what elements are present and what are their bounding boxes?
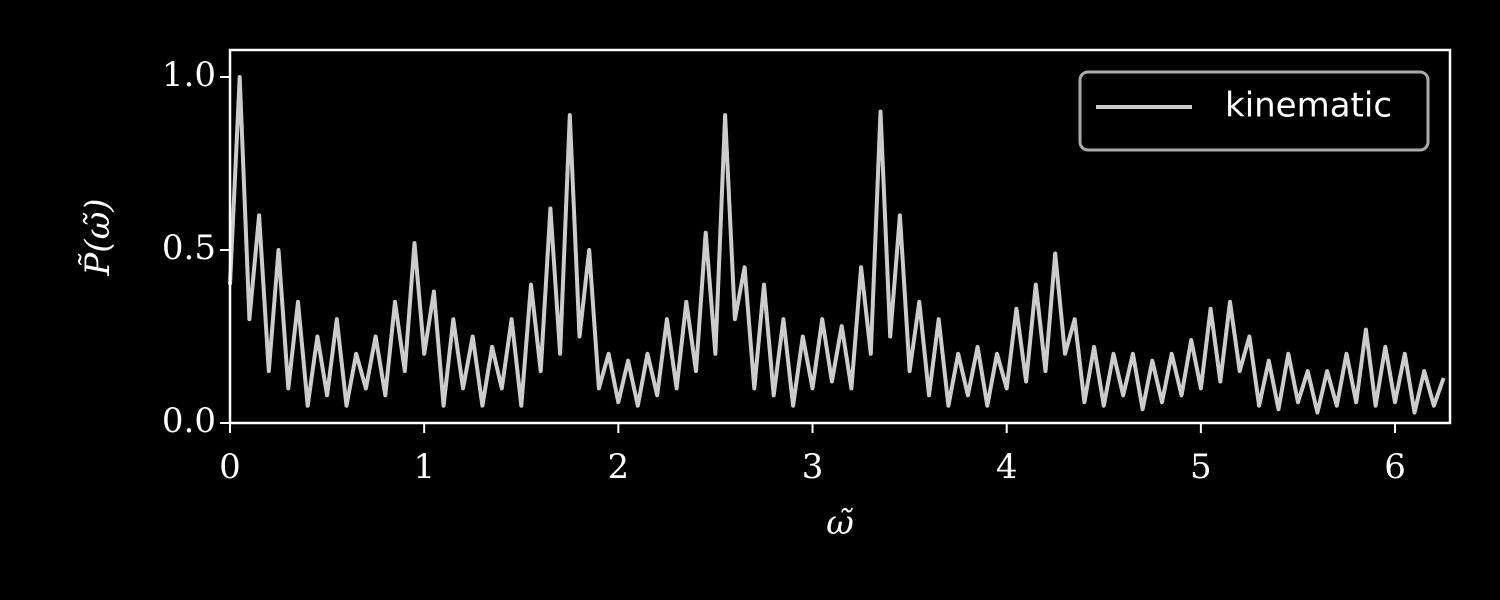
x-tick-label: 3	[802, 447, 824, 487]
plot-frame	[228, 48, 1452, 425]
y-tick-label: 0.0	[162, 401, 216, 441]
x-axis-label: ω̃	[826, 503, 854, 543]
x-tick-label: 1	[413, 447, 435, 487]
legend-box	[1078, 70, 1430, 152]
x-tick-label: 6	[1384, 447, 1406, 487]
y-tick-label: 0.5	[162, 228, 216, 268]
data-line	[228, 75, 1446, 415]
y-tick-label: 1.0	[162, 55, 216, 95]
x-tick-label: 2	[608, 447, 630, 487]
x-tick-label: 0	[219, 447, 241, 487]
x-tick-label: 4	[996, 447, 1018, 487]
y-axis-label: P̃(ω̃)	[78, 198, 118, 276]
legend-label: kinematic	[1225, 86, 1392, 126]
x-tick-label: 5	[1190, 447, 1212, 487]
